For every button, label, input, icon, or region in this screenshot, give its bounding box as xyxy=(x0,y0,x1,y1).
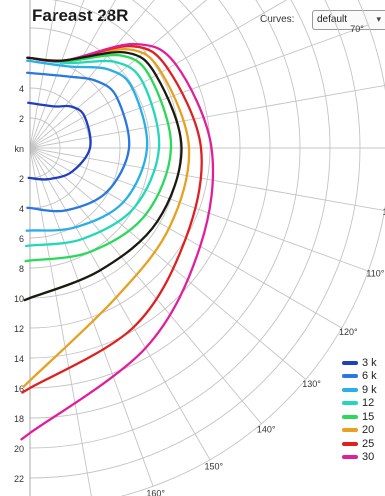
radial-tick-label: 10 xyxy=(14,294,24,304)
grid-spoke xyxy=(29,0,155,149)
radial-tick-label: 20 xyxy=(14,444,24,454)
grid-spoke xyxy=(29,147,92,496)
legend-item: 6 k xyxy=(342,370,385,384)
angle-tick-label: 120° xyxy=(339,327,358,337)
radial-tick-label: 14 xyxy=(14,354,24,364)
legend-label: 6 k xyxy=(362,370,377,383)
legend-swatch xyxy=(342,401,358,406)
grid-spoke xyxy=(29,147,154,487)
legend-item: 15 xyxy=(342,410,385,424)
grid-spoke xyxy=(29,147,307,380)
grid-spoke xyxy=(29,0,116,149)
legend-item: 25 xyxy=(342,437,385,451)
legend-swatch xyxy=(342,360,358,365)
angle-tick-label: 100° xyxy=(383,207,385,217)
radial-tick-label: 16 xyxy=(14,384,24,394)
grid-spoke xyxy=(29,147,385,211)
legend-label: 15 xyxy=(362,410,375,423)
page-title: Fareast 28R xyxy=(32,6,129,25)
radial-tick-label: 12 xyxy=(14,324,24,334)
legend-item: 12 xyxy=(342,397,385,411)
radial-tick-label: 22 xyxy=(14,474,24,484)
legend-item: 20 xyxy=(342,424,385,438)
radial-tick-label: kn xyxy=(14,144,24,154)
radial-tick-label: 2 xyxy=(19,174,24,184)
legend-swatch xyxy=(342,387,358,392)
legend-label: 12 xyxy=(362,397,375,410)
radial-tick-label: 18 xyxy=(14,414,24,424)
chevron-down-icon: ▾ xyxy=(376,14,381,24)
legend-swatch xyxy=(342,441,358,446)
polar-curves xyxy=(20,42,215,441)
radial-tick-label: 6 xyxy=(19,234,24,244)
polar-curve xyxy=(25,56,161,248)
legend-item: 9 k xyxy=(342,383,385,397)
angle-tick-label: 140° xyxy=(257,425,276,435)
angle-tick-label: 160° xyxy=(146,488,165,496)
polar-curve xyxy=(23,50,183,302)
legend-swatch xyxy=(342,374,358,379)
legend-swatch xyxy=(342,414,358,419)
grid-spoke xyxy=(29,147,262,425)
radial-tick-label: 4 xyxy=(19,84,24,94)
radial-tick-label: 2 xyxy=(19,114,24,124)
grid-spoke xyxy=(29,0,85,149)
legend-label: 9 k xyxy=(362,383,377,396)
radial-tick-label: 4 xyxy=(19,204,24,214)
legend-item: 30 xyxy=(342,451,385,465)
legend-label: 25 xyxy=(362,437,375,450)
grid-arc xyxy=(29,0,181,299)
angle-tick-label: 130° xyxy=(302,379,321,389)
legend-swatch xyxy=(342,455,358,460)
grid-spoke xyxy=(29,147,211,460)
grid-spoke xyxy=(29,24,369,149)
grid-spoke xyxy=(29,0,288,149)
legend-swatch xyxy=(342,428,358,433)
grid-spoke xyxy=(29,147,369,272)
angle-tick-label: 70° xyxy=(350,24,364,34)
grid-arc xyxy=(120,0,385,496)
angle-tick-label: 110° xyxy=(366,269,384,279)
legend-label: 30 xyxy=(362,451,375,464)
grid-spoke xyxy=(29,85,385,149)
tick-labels: 42kn24681012141618202220°30°40°50°60°70°… xyxy=(14,24,385,496)
legend-item: 3 k xyxy=(342,356,385,370)
polar-grid xyxy=(29,0,385,496)
legend-label: 20 xyxy=(362,424,375,437)
angle-tick-label: 150° xyxy=(204,461,223,471)
radial-tick-label: 8 xyxy=(19,264,24,274)
curves-selected-value: default xyxy=(317,14,348,25)
polar-curve xyxy=(26,71,131,213)
polar-curve xyxy=(27,101,92,181)
polar-curve xyxy=(25,59,149,232)
legend-label: 3 k xyxy=(362,356,377,369)
curves-label: Curves: xyxy=(260,14,295,25)
grid-spoke xyxy=(29,0,57,149)
